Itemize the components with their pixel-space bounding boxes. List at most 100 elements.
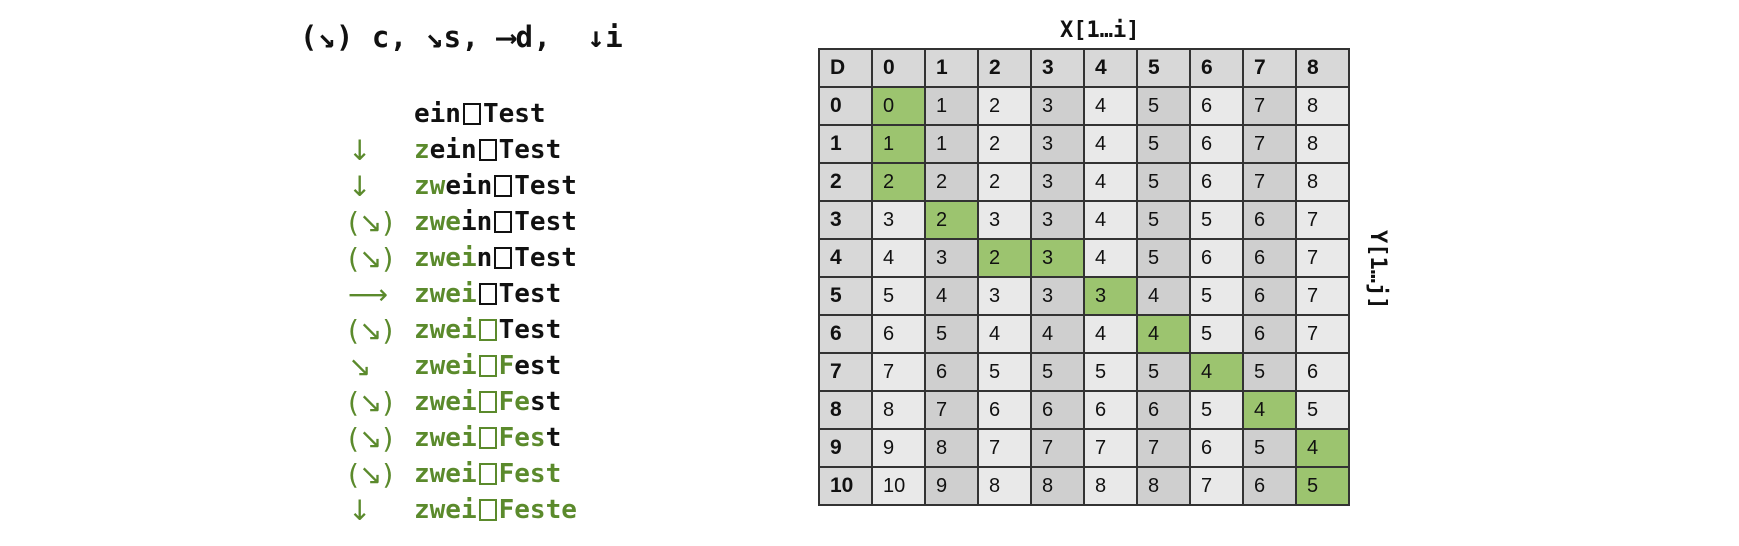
space-box-icon: [478, 499, 497, 521]
table-cell: 2: [977, 162, 1032, 202]
table-cell: 7: [1242, 86, 1297, 126]
table-cell: 3: [871, 200, 926, 240]
table-cell: 5: [871, 276, 926, 316]
table-cell: 4: [871, 238, 926, 278]
table-cell: 8: [1030, 466, 1085, 506]
space-box-icon: [462, 103, 481, 125]
path-cell: 1: [871, 124, 926, 164]
table-cell: 3: [1030, 124, 1085, 164]
table-cell: 7: [1136, 428, 1191, 468]
column-header: 8: [1295, 48, 1350, 88]
word-segment: zw: [414, 171, 446, 201]
table-cell: 9: [871, 428, 926, 468]
step-operation: (↘): [348, 205, 394, 239]
path-cell: 2: [871, 162, 926, 202]
table-cell: 5: [1136, 86, 1191, 126]
word-segment: zwei: [414, 351, 477, 381]
column-header: 4: [1083, 48, 1138, 88]
table-cell: 8: [924, 428, 979, 468]
table-cell: 6: [1242, 276, 1297, 316]
step-operation: ↓: [348, 493, 372, 527]
path-cell: 4: [1136, 314, 1191, 354]
row-header: 10: [818, 466, 873, 506]
path-cell: 3: [1030, 238, 1085, 278]
table-cell: 3: [1030, 276, 1085, 316]
word-segment: zwei: [414, 279, 477, 309]
row-header: 5: [818, 276, 873, 316]
table-cell: 5: [1136, 238, 1191, 278]
word-segment: z: [414, 135, 430, 165]
table-cell: 5: [1083, 352, 1138, 392]
step-word: zwei Fest: [414, 459, 561, 489]
step-operation: ↓: [348, 133, 372, 167]
table-cell: 3: [1030, 86, 1085, 126]
path-cell: 4: [1295, 428, 1350, 468]
word-segment: zwei: [414, 495, 477, 525]
space-box-icon: [494, 175, 513, 197]
step-word: z ein Test: [414, 135, 561, 165]
row-header: 3: [818, 200, 873, 240]
word-segment: st: [529, 387, 562, 417]
table-cell: 7: [977, 428, 1032, 468]
row-header: 2: [818, 162, 873, 202]
alignment-step: ↓ zw ein Test: [348, 168, 577, 204]
table-cell: 4: [1136, 276, 1191, 316]
step-operation: (↘): [348, 385, 394, 419]
table-cell: 2: [924, 162, 979, 202]
row-header: 6: [818, 314, 873, 354]
table-cell: 6: [1242, 200, 1297, 240]
step-word: zwei Test: [414, 315, 561, 345]
table-cell: 9: [924, 466, 979, 506]
table-cell: 3: [1030, 162, 1085, 202]
row-header: 7: [818, 352, 873, 392]
row-header: 4: [818, 238, 873, 278]
table-row: 10 10 9 8 8 8 8 7 6 5: [818, 466, 1350, 506]
word-segment: n: [476, 243, 493, 273]
step-operation: ⟶: [348, 277, 389, 311]
path-cell: 5: [1295, 466, 1350, 506]
space-box-icon: [494, 211, 513, 233]
table-cell: 8: [1295, 124, 1350, 164]
table-cell: 5: [1189, 276, 1244, 316]
word-segment: ein: [445, 171, 493, 201]
word-segment: Test: [514, 207, 577, 237]
table-cell: 7: [1295, 200, 1350, 240]
space-box-icon: [478, 283, 497, 305]
table-cell: 4: [924, 276, 979, 316]
word-segment: ein: [429, 135, 477, 165]
table-cell: 6: [924, 352, 979, 392]
table-cell: 5: [1189, 390, 1244, 430]
word-segment: Test: [482, 99, 546, 129]
table-cell: 6: [1189, 238, 1244, 278]
column-header: 7: [1242, 48, 1297, 88]
table-cell: 1: [924, 124, 979, 164]
table-cell: 4: [1083, 162, 1138, 202]
table-cell: 7: [1295, 276, 1350, 316]
space-box-icon: [494, 247, 513, 269]
table-cell: 6: [1189, 162, 1244, 202]
step-operation: (↘): [348, 457, 394, 491]
space-box-icon: [478, 319, 497, 341]
table-cell: 7: [1242, 162, 1297, 202]
table-cell: 3: [924, 238, 979, 278]
alignment-step: ↓ zwei Feste: [348, 492, 577, 528]
alignment-step: ein Test: [348, 96, 577, 132]
table-cell: 6: [1189, 428, 1244, 468]
space-box-icon: [478, 355, 497, 377]
step-operation: ↓: [348, 169, 372, 203]
path-cell: 2: [924, 200, 979, 240]
table-cell: 5: [924, 314, 979, 354]
step-operation: (↘): [348, 421, 394, 455]
